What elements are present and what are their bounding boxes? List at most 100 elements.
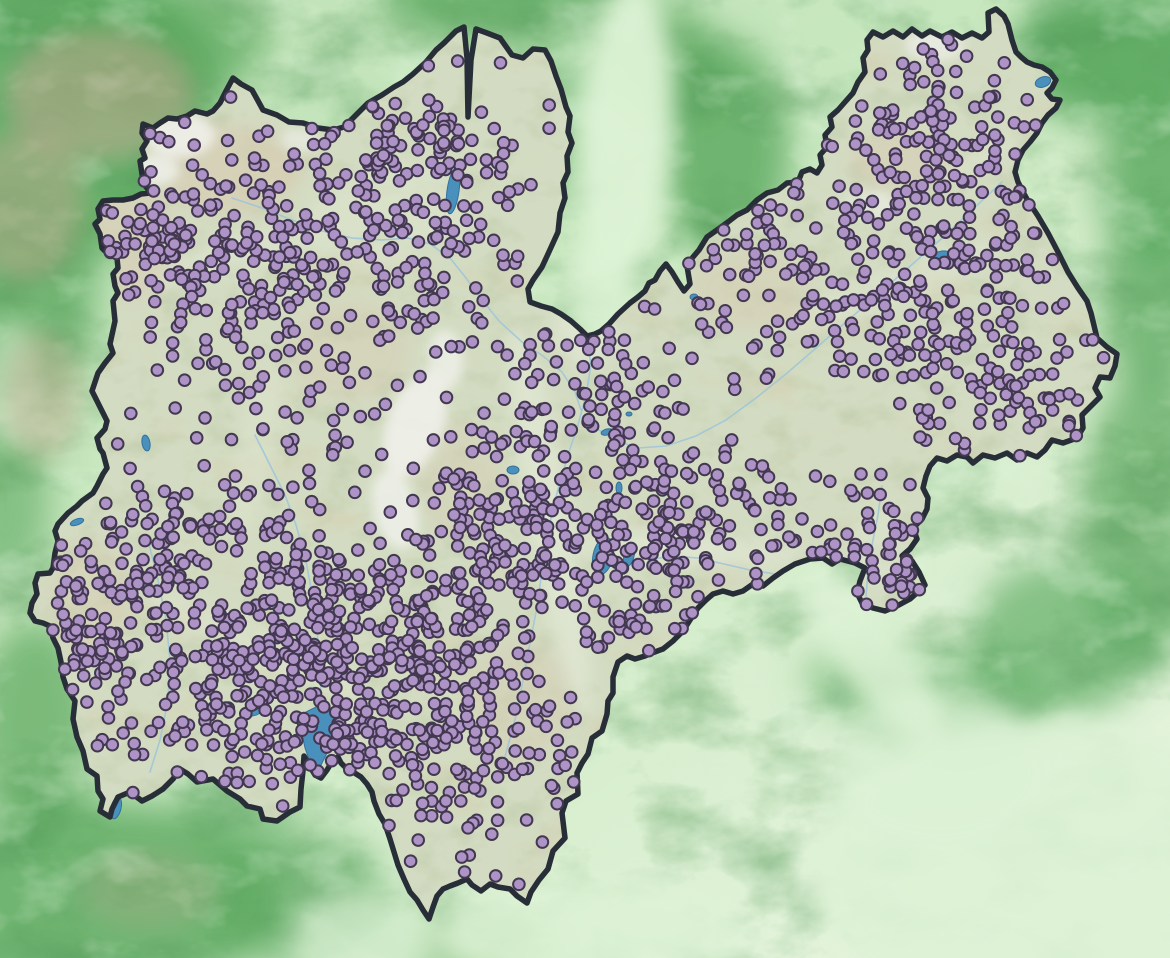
map-marker	[426, 192, 441, 206]
map-marker	[906, 368, 921, 383]
map-marker	[127, 747, 142, 762]
map-marker	[251, 694, 266, 708]
map-marker	[639, 475, 654, 490]
map-marker	[1011, 390, 1026, 405]
map-marker	[220, 133, 235, 148]
map-marker	[319, 343, 334, 358]
map-marker	[482, 741, 496, 756]
map-marker	[439, 810, 454, 825]
map-marker	[292, 673, 306, 688]
map-marker	[808, 469, 823, 483]
map-marker	[167, 677, 181, 691]
map-marker	[254, 178, 268, 192]
map-marker	[305, 121, 319, 136]
map-marker	[97, 661, 112, 676]
map-marker	[430, 723, 444, 738]
map-marker	[539, 566, 553, 581]
map-marker	[199, 303, 214, 318]
map-marker	[810, 524, 825, 539]
map-marker	[646, 494, 661, 508]
map-marker	[413, 369, 427, 384]
map-marker	[541, 535, 556, 549]
map-marker	[548, 558, 562, 572]
map-marker	[422, 548, 437, 562]
map-marker	[1022, 198, 1036, 212]
map-marker	[568, 599, 583, 613]
map-marker	[977, 302, 992, 317]
map-marker	[564, 423, 579, 437]
map-marker	[546, 372, 561, 387]
map-marker	[84, 554, 98, 569]
map-marker	[873, 487, 888, 502]
map-marker	[1006, 335, 1020, 350]
map-marker	[511, 646, 526, 661]
map-marker	[309, 219, 324, 234]
map-marker	[618, 357, 633, 371]
map-marker	[138, 533, 152, 548]
map-marker	[350, 245, 365, 259]
map-marker	[306, 270, 320, 284]
map-marker	[359, 205, 373, 219]
map-marker	[903, 77, 918, 92]
map-marker	[796, 308, 810, 323]
map-marker	[382, 818, 396, 833]
map-marker	[240, 488, 254, 503]
map-marker	[316, 258, 331, 272]
map-marker	[115, 556, 129, 571]
map-marker	[405, 758, 420, 772]
map-marker	[426, 433, 441, 447]
map-marker	[217, 723, 231, 738]
map-marker	[299, 360, 313, 375]
map-marker	[658, 598, 673, 613]
map-marker	[641, 380, 656, 394]
map-marker	[390, 378, 405, 393]
map-marker	[991, 364, 1005, 379]
map-marker	[204, 254, 218, 269]
map-marker	[873, 106, 887, 120]
map-marker	[301, 650, 316, 665]
map-marker	[997, 56, 1012, 70]
region-boundary	[27, 6, 1120, 922]
map-marker	[594, 387, 609, 402]
map-marker	[545, 503, 559, 518]
map-marker	[946, 247, 961, 261]
map-marker	[219, 179, 233, 193]
map-marker	[128, 237, 142, 251]
map-marker	[286, 480, 300, 495]
map-marker	[330, 655, 344, 669]
map-marker	[522, 746, 536, 760]
map-marker	[361, 686, 376, 701]
map-marker	[871, 123, 886, 137]
map-marker	[439, 794, 453, 808]
map-marker	[988, 128, 1002, 142]
map-marker	[629, 620, 643, 634]
map-marker	[492, 666, 506, 680]
map-marker	[382, 650, 397, 665]
map-marker	[469, 281, 483, 295]
map-marker	[498, 555, 512, 569]
map-marker	[287, 147, 301, 161]
map-marker	[165, 336, 180, 350]
map-marker	[166, 190, 180, 204]
map-marker	[329, 567, 344, 582]
map-marker	[642, 643, 656, 658]
map-marker	[437, 677, 452, 692]
map-marker	[851, 252, 865, 267]
map-marker	[389, 732, 404, 747]
map-marker	[1015, 298, 1030, 313]
map-marker	[930, 63, 945, 78]
map-marker	[925, 306, 940, 321]
map-marker	[465, 619, 479, 634]
map-marker	[246, 254, 261, 269]
map-marker	[208, 234, 222, 248]
map-marker	[992, 408, 1006, 423]
map-marker	[464, 422, 479, 437]
map-marker	[298, 208, 313, 222]
map-marker	[889, 152, 903, 166]
map-marker	[231, 376, 246, 391]
map-marker	[342, 118, 356, 133]
map-marker	[290, 763, 305, 778]
map-marker	[488, 869, 503, 883]
map-marker	[317, 700, 331, 714]
map-marker	[287, 324, 302, 338]
